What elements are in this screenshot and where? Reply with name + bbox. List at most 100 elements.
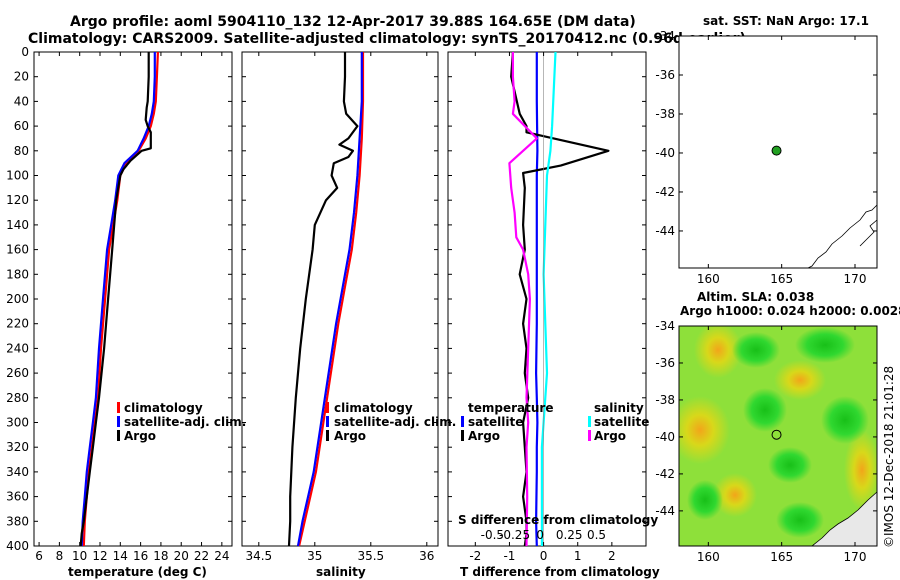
sla-argo-location-marker [771,429,782,440]
title-line-1: Argo profile: aoml 5904110_132 12-Apr-20… [70,14,636,30]
x-tick-label: 20 [174,549,189,563]
sla-map-axes: 160 165 170 -34 -36 -38 -40 -42 -44 [655,319,877,564]
legend-swatch-climatology [117,402,120,413]
legend-t-satellite: satellite [468,415,523,429]
depth-tick-label: 100 [6,169,29,183]
legend-title-temperature: temperature [468,401,553,415]
temperature-series-argo [79,52,152,547]
depth-tick-label: 160 [6,243,29,257]
map-y-tick-label: -36 [655,356,675,370]
x-tick-label: 36 [419,549,434,563]
sla-anomaly-low [687,480,723,520]
x-tick-label: 1 [574,549,582,563]
depth-tick-label: 20 [14,70,29,84]
depth-tick-label: 180 [6,267,29,281]
salinity-legend: climatology satellite-adj. clim. Argo [326,401,456,443]
temperature-panel-frame [33,51,233,547]
legend-swatch-argo [117,430,120,441]
legend-swatch-s-argo [588,430,591,441]
legend-s-satellite: satellite [594,415,649,429]
temperature-x-axis: 6 8 10 12 14 16 18 20 22 24 [35,52,229,563]
x-tick-label: -2 [469,549,481,563]
x-tick-label: 12 [92,549,107,563]
sla-anomaly-low [768,447,812,483]
difference-legend: temperature satellite Argo salinity sate… [461,401,649,443]
s-diff-tick-label: -0.25 [499,528,530,542]
map-y-tick-label: -42 [655,467,675,481]
sla-anomaly-low [776,502,824,538]
x-tick-label: 0 [540,549,548,563]
map-y-tick-label: -36 [655,68,675,82]
map-y-tick-label: -34 [655,29,675,43]
difference-series-s-argo [508,52,538,547]
map-x-tick-label: 160 [697,550,720,564]
salinity-legend-satellite: satellite-adj. clim. [334,415,456,429]
depth-tick-label: 200 [6,292,29,306]
temperature-legend-climatology: climatology [124,401,203,415]
x-tick-label: 18 [153,549,168,563]
legend-swatch-satellite [326,416,329,427]
sla-anomaly-high [679,396,730,464]
legend-swatch-t-satellite [461,416,464,427]
sla-anomaly-high [844,430,877,510]
temperature-series-satellite [80,52,156,547]
sst-map-title: sat. SST: NaN Argo: 17.1 [703,14,869,28]
map-x-tick-label: 170 [844,550,867,564]
sla-map-title-1: Altim. SLA: 0.038 [697,290,814,304]
difference-s-label: S difference from climatology [458,513,658,527]
depth-tick-label: 380 [6,514,29,528]
depth-tick-label: 140 [6,218,29,232]
legend-swatch-argo [326,430,329,441]
x-tick-label: 35 [307,549,322,563]
sst-coastline [807,204,878,269]
salinity-series-argo [287,52,359,547]
depth-tick-label: 400 [6,539,29,553]
sst-argo-location-marker [771,145,782,156]
depth-tick-label: 320 [6,440,29,454]
depth-tick-label: 300 [6,416,29,430]
s-diff-tick-label: -0.5 [481,528,504,542]
depth-tick-label: 340 [6,465,29,479]
map-y-tick-label: -40 [655,430,675,444]
salinity-plot [287,52,365,547]
map-y-tick-label: -40 [655,146,675,160]
map-y-tick-label: -44 [655,224,675,238]
s-diff-tick-label: 0.25 [556,528,583,542]
sla-map-title-2: Argo h1000: 0.024 h2000: 0.0028 [680,304,900,318]
map-x-tick-label: 170 [844,272,867,286]
difference-t-label: T difference from climatology [460,565,660,579]
legend-swatch-s-satellite [588,416,591,427]
legend-swatch-climatology [326,402,329,413]
salinity-legend-climatology: climatology [334,401,413,415]
depth-tick-label: 260 [6,366,29,380]
sla-land [811,491,877,546]
depth-tick-label: 360 [6,490,29,504]
map-y-tick-label: -42 [655,185,675,199]
difference-series-t-argo [510,51,610,547]
map-y-tick-label: -38 [655,393,675,407]
temperature-legend-satellite: satellite-adj. clim. [124,415,246,429]
x-tick-label: 35.5 [357,549,384,563]
x-tick-label: 2 [608,549,616,563]
sst-map-axes: 160 165 170 -34 -36 -38 -40 -42 -44 [655,29,877,286]
sla-anomaly-low [795,327,855,363]
salinity-x-axis: 34.5 35 35.5 36 [245,52,434,563]
map-y-tick-label: -34 [655,319,675,333]
x-tick-label: 6 [35,549,43,563]
sla-map-frame [678,325,878,547]
sla-anomaly-low [821,396,869,444]
x-tick-label: -1 [503,549,515,563]
temperature-plot [79,51,159,547]
legend-t-argo: Argo [468,429,500,443]
depth-tick-label: 280 [6,391,29,405]
sla-map-field [679,326,877,546]
depth-tick-label: 220 [6,317,29,331]
map-x-tick-label: 160 [697,272,720,286]
salinity-series-climatology [298,52,365,547]
map-x-tick-label: 165 [770,272,793,286]
depth-tick-label: 240 [6,341,29,355]
salinity-series-satellite [296,52,363,547]
sla-anomaly-high [774,360,826,400]
map-x-tick-label: 165 [770,550,793,564]
